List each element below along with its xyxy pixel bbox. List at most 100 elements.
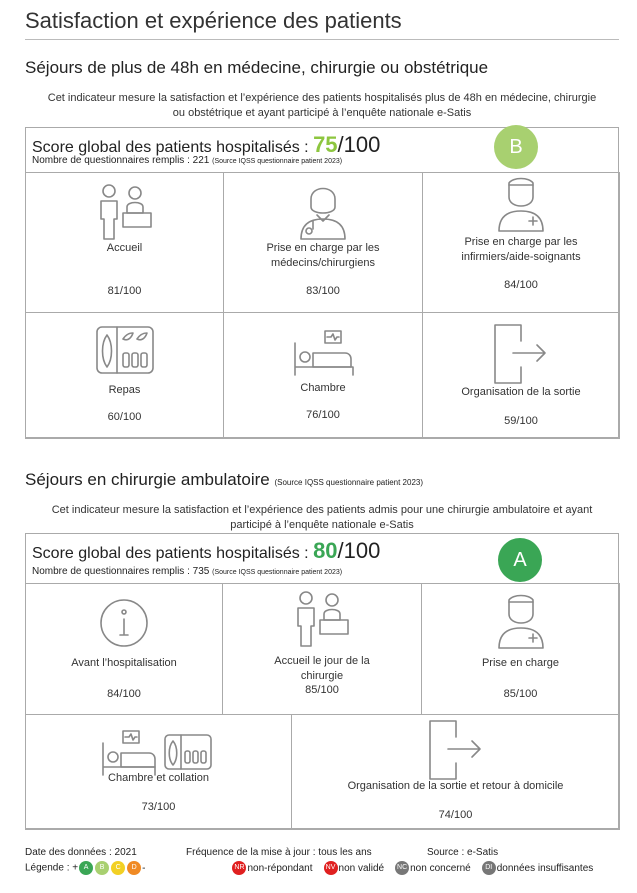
icon: [224, 181, 422, 241]
footer-frequency: Fréquence de la mise à jour : tous les a…: [186, 847, 372, 858]
count-source: (Source IQSS questionnaire patient 2023): [212, 158, 343, 165]
footer-source: Source : e-Satis: [427, 847, 499, 858]
indicator-score: 73/100: [141, 801, 176, 813]
legend-grade: C: [111, 861, 126, 875]
status-code: NR: [232, 861, 247, 875]
indicator-label: Organisation de la sortie: [461, 386, 581, 398]
count-text: Nombre de questionnaires remplis : 735: [32, 566, 210, 577]
icon-graphic: [297, 591, 349, 647]
status-code: NC: [395, 861, 410, 875]
icon-graphic: [100, 599, 148, 647]
icon-graphic: [494, 324, 546, 384]
indicator-label: Prise en charge: [481, 657, 560, 669]
legend-grade: A: [79, 861, 94, 875]
page-title: Satisfaction et expérience des patients: [25, 8, 402, 33]
icon: [26, 598, 222, 648]
heading-source: (Source IQSS questionnaire patient 2023): [274, 478, 424, 487]
indicator-score: 60/100: [107, 411, 142, 423]
indicator-label: Repas: [108, 384, 141, 396]
score-max: /100: [337, 132, 381, 157]
score-box: Score global des patients hospitalisés :…: [25, 533, 620, 830]
icon: [223, 588, 421, 648]
icon-graphic: [497, 594, 544, 649]
icon-graphic: [428, 720, 481, 780]
score-label: Score global des patients hospitalisés :: [32, 139, 309, 156]
indicator-score: 84/100: [504, 279, 538, 291]
indicator-score: 74/100: [438, 809, 473, 821]
grade-badge: A: [498, 538, 542, 582]
status-code: DI: [481, 861, 496, 875]
indicator-cell: Avant l’hospitalisation 84/100: [25, 583, 223, 715]
questionnaire-count: Nombre de questionnaires remplis : 735 (…: [32, 566, 342, 577]
section-description: Cet indicateur mesure la satisfaction et…: [47, 92, 597, 119]
icon: [292, 719, 619, 781]
icon: [26, 181, 223, 241]
indicator-score: 85/100: [305, 684, 339, 696]
icon-graphic: [498, 177, 544, 232]
indicator-cell: Accueil 81/100: [25, 172, 224, 313]
score-line: Score global des patients hospitalisés :…: [32, 538, 380, 564]
score-label: Score global des patients hospitalisés :: [32, 545, 309, 562]
indicator-label: Chambre: [300, 382, 346, 394]
indicator-score: 76/100: [306, 409, 340, 421]
status-label: non concerné: [410, 862, 471, 874]
legend-grade: B: [95, 861, 110, 875]
icon: [26, 323, 223, 379]
questionnaire-count: Nombre de questionnaires remplis : 221 (…: [32, 155, 342, 166]
count-source: (Source IQSS questionnaire patient 2023): [212, 569, 343, 576]
indicator-score: 81/100: [107, 285, 142, 297]
score-box: Score global des patients hospitalisés :…: [25, 125, 620, 439]
indicator-cell: Organisation de la sortie et retour à do…: [291, 714, 620, 830]
status-label: données insuffisantes: [496, 862, 594, 874]
section-description: Cet indicateur mesure la satisfaction et…: [51, 504, 593, 531]
indicator-score: 84/100: [107, 688, 141, 700]
legend-grade: D: [127, 861, 142, 875]
indicator-label: Organisation de la sortie et retour à do…: [347, 780, 564, 792]
icon: [422, 590, 619, 650]
icon-graphic: [300, 187, 346, 240]
icon-graphic: [99, 184, 152, 240]
title-rule: [25, 39, 619, 40]
indicator-cell: Prise en charge par les médecins/chirurg…: [223, 172, 423, 313]
indicator-label: Prise en charge par les médecins/chirurg…: [266, 242, 380, 269]
icon: [224, 327, 422, 377]
section-heading: Séjours de plus de 48h en médecine, chir…: [25, 58, 489, 77]
legend: Légende : + A B C D - NR non-répondant NV non val…: [25, 861, 630, 875]
indicator-label: Accueil: [106, 242, 143, 254]
score-value: 75: [313, 132, 338, 157]
icon: [423, 323, 619, 385]
indicator-score: 83/100: [306, 285, 340, 297]
count-text: Nombre de questionnaires remplis : 221: [32, 155, 210, 166]
indicator-cell: Repas 60/100: [25, 312, 224, 439]
indicator-cell: Chambre et collation 73/100: [25, 714, 292, 830]
icon-graphic: [101, 730, 212, 776]
indicator-label: Chambre et collation: [108, 772, 209, 784]
indicator-cell: Accueil le jour de la chirurgie 85/100: [222, 583, 422, 715]
indicator-cell: Organisation de la sortie 59/100: [422, 312, 620, 439]
icon: [26, 727, 291, 777]
score-max: /100: [337, 538, 381, 563]
indicator-cell: Chambre 76/100: [223, 312, 423, 439]
score-value: 80: [313, 538, 338, 563]
legend-end: -: [142, 862, 146, 874]
heading-text: Séjours en chirurgie ambulatoire: [25, 470, 270, 489]
footer-date: Date des données : 2021: [25, 847, 137, 858]
icon-graphic: [95, 326, 154, 374]
grade-badge: B: [494, 125, 538, 169]
status-code: NV: [323, 861, 338, 875]
indicator-cell: Prise en charge 85/100: [421, 583, 620, 715]
status-label: non validé: [338, 862, 385, 874]
indicator-label: Accueil le jour de la chirurgie: [274, 655, 370, 682]
indicator-cell: Prise en charge par les infirmiers/aide-…: [422, 172, 620, 313]
indicator-label: Avant l’hospitalisation: [71, 657, 177, 669]
icon: [423, 173, 619, 233]
legend-label: Légende : +: [25, 862, 79, 874]
icon-graphic: [294, 330, 354, 376]
indicator-score: 85/100: [503, 688, 538, 700]
status-label: non-répondant: [247, 862, 313, 874]
score-line: Score global des patients hospitalisés :…: [32, 132, 380, 158]
indicator-score: 59/100: [504, 415, 538, 427]
indicator-label: Prise en charge par les infirmiers/aide-…: [461, 236, 581, 263]
section-heading: Séjours en chirurgie ambulatoire (Source…: [25, 470, 423, 490]
